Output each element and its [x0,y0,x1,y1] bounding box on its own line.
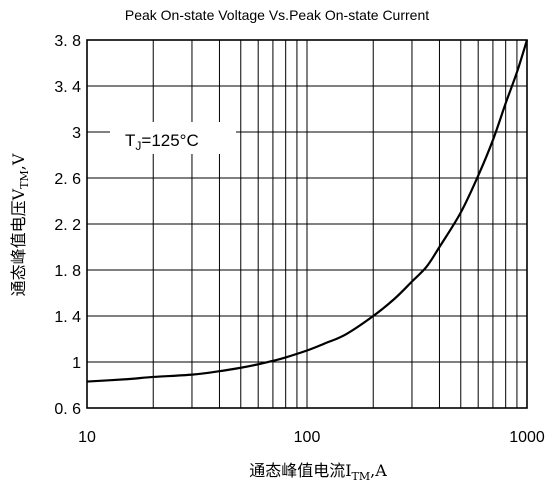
x-axis-label-tail: ,A [370,461,387,480]
annotation-tail: =125°C [141,131,198,150]
y-tick-label: 3. 8 [54,33,81,50]
x-tick-label: 10 [78,429,96,446]
x-axis-label-subscript: TM [352,470,371,483]
y-tick-label: 1. 8 [54,263,81,280]
x-axis-label: 通态峰值电流ITM,A [249,461,387,483]
chart-title: Peak On-state Voltage Vs.Peak On-state C… [125,7,429,23]
x-tick-label: 1000 [509,429,545,446]
x-tick-labels: 10 100 1000 [78,429,545,446]
y-axis-label-subscript: TM [18,170,31,189]
y-tick-labels: 0. 6 1 1. 4 1. 8 2. 2 2. 6 3 3. 4 3. 8 [54,33,81,418]
y-tick-label: 3. 4 [54,79,81,96]
annotation-box [110,122,236,154]
y-axis-label-tail: ,V [9,153,28,170]
x-tick-label: 100 [294,429,321,446]
grid [86,39,528,409]
series-line [86,39,529,383]
y-tick-label: 2. 2 [54,217,81,234]
y-tick-label: 1. 4 [54,309,81,326]
annotation-subscript: J [135,139,141,153]
annotation: TJ=125°C [125,131,199,153]
y-tick-label: 2. 6 [54,171,81,188]
plot-frame [86,39,528,409]
y-tick-label: 0. 6 [54,401,81,418]
y-tick-label: 1 [72,355,81,372]
y-axis-label: 通态峰值电压VTM,V [9,153,31,296]
y-tick-label: 3 [72,125,81,142]
